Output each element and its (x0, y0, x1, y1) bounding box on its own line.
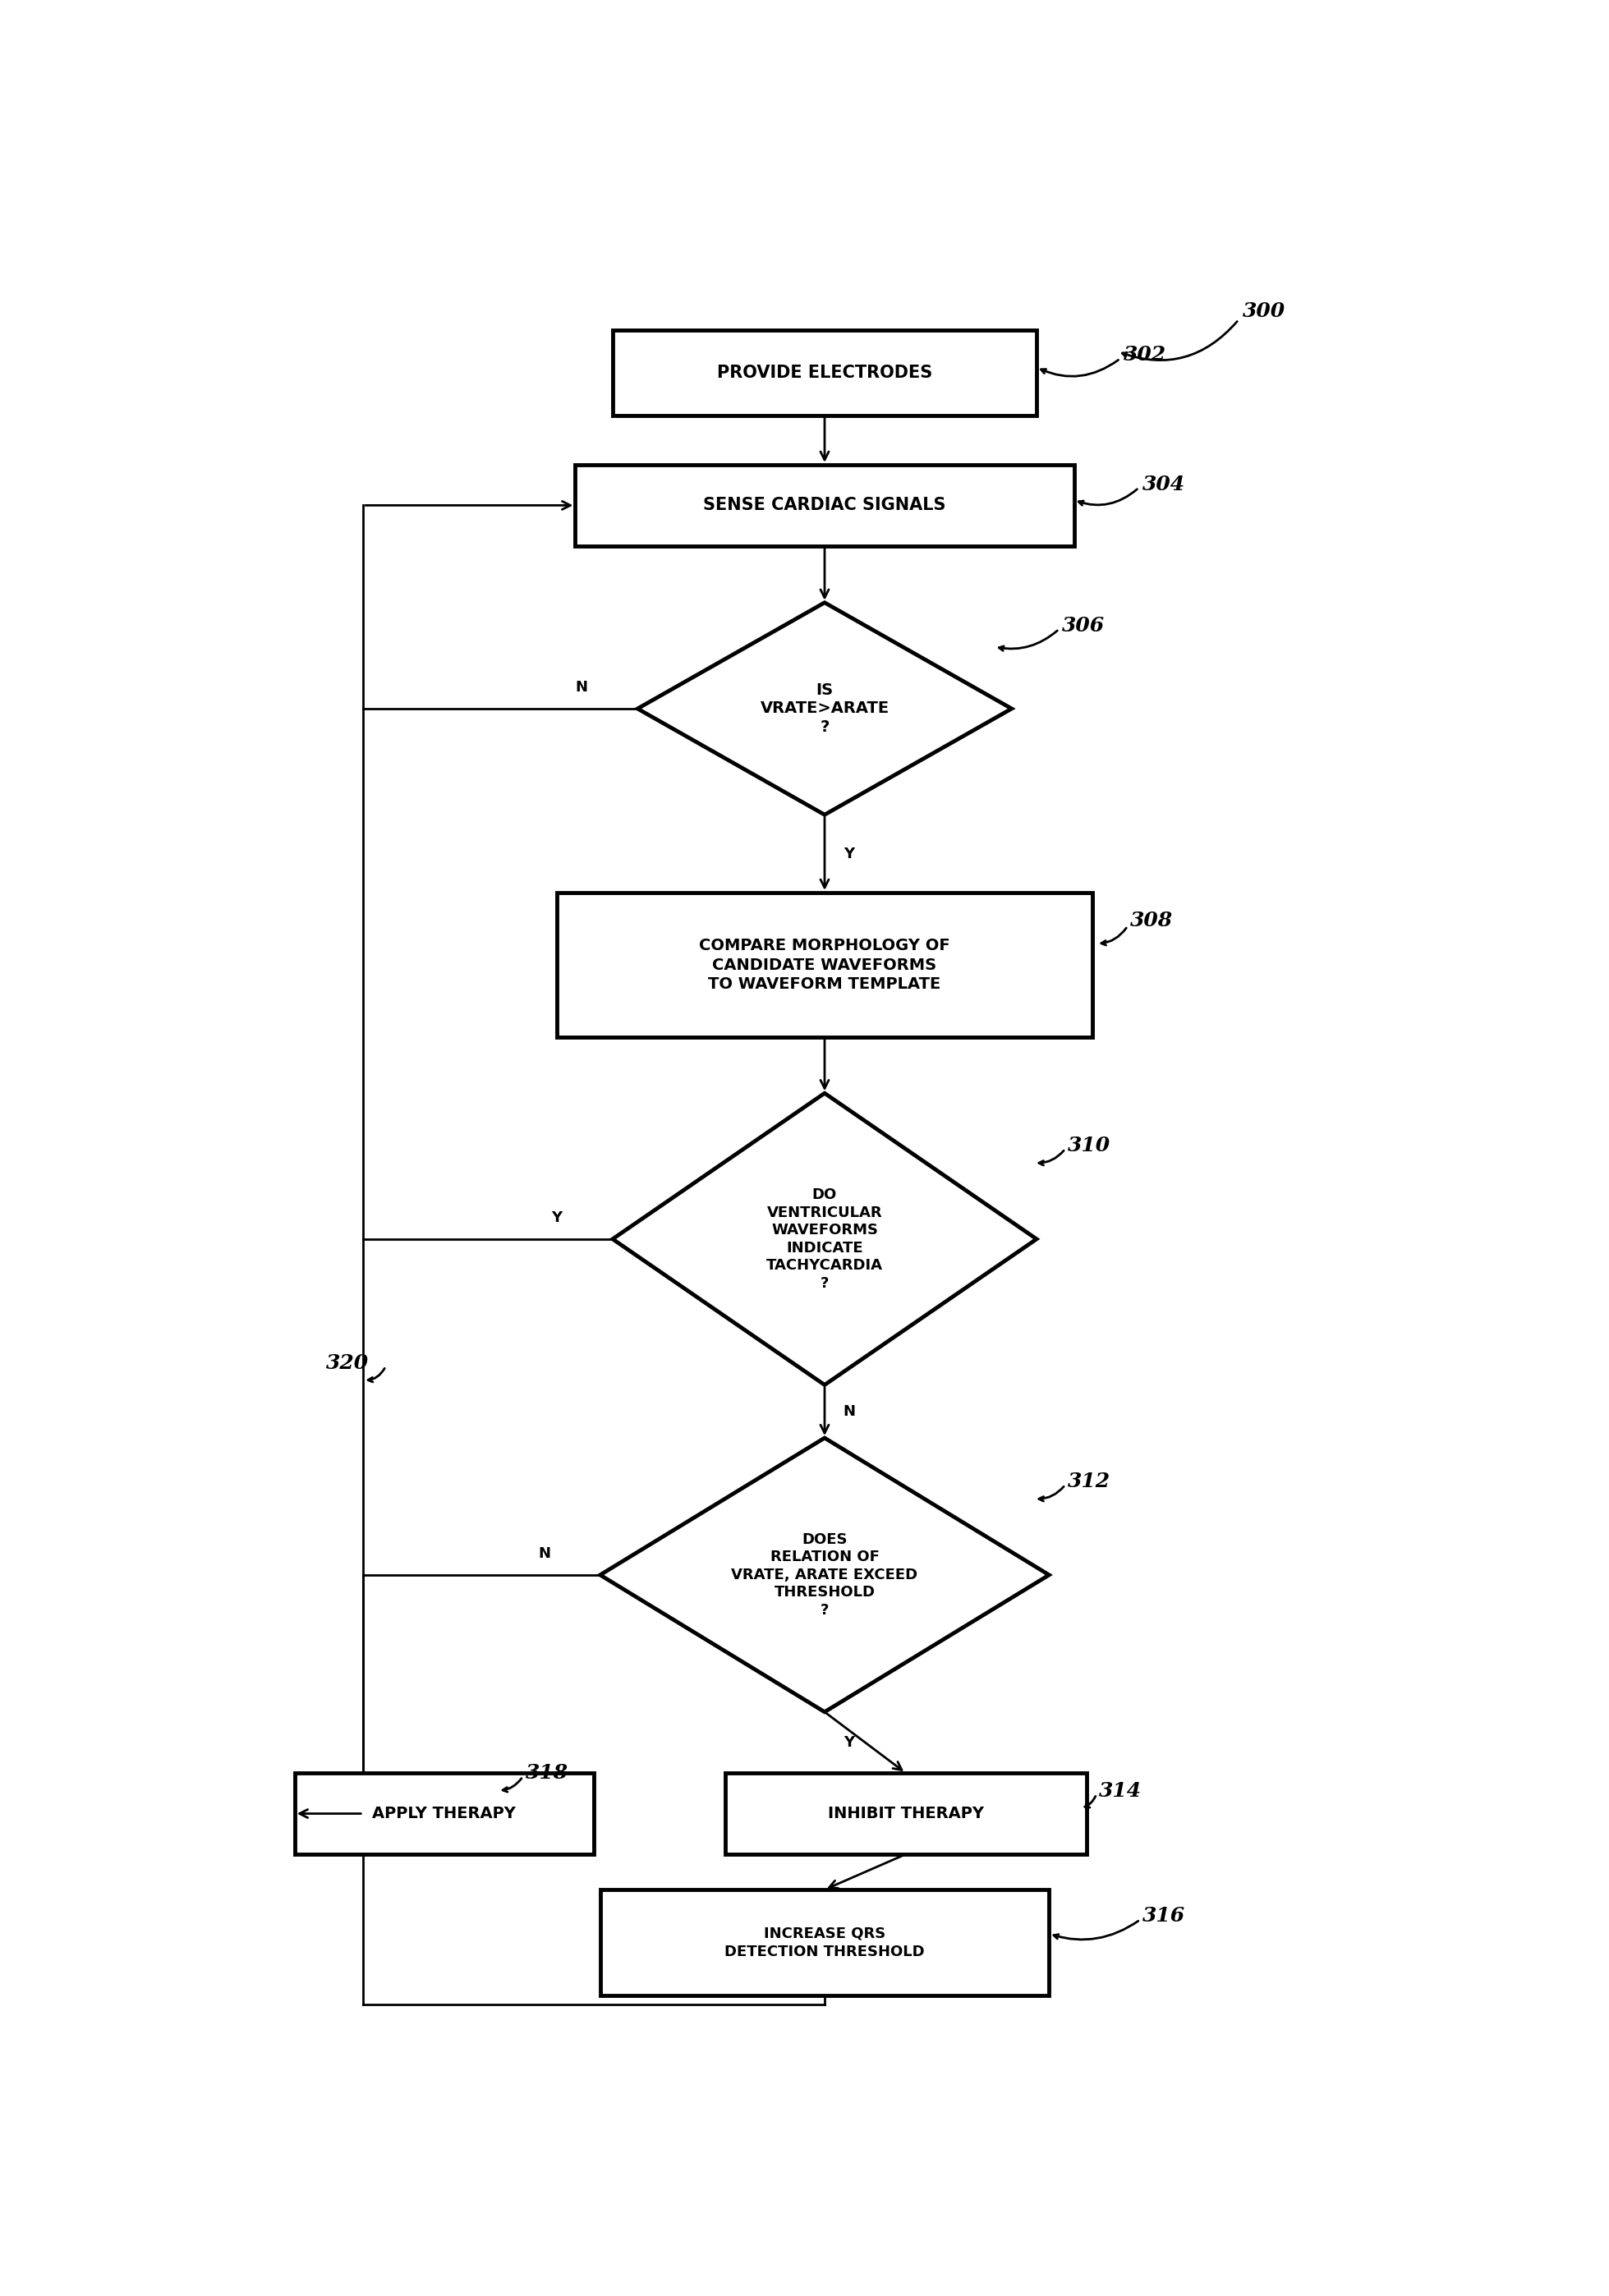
Text: Y: Y (843, 1736, 854, 1750)
Text: N: N (843, 1405, 856, 1419)
Text: 306: 306 (1062, 615, 1104, 636)
FancyBboxPatch shape (613, 331, 1036, 416)
Text: 312: 312 (1068, 1472, 1110, 1490)
Text: PROVIDE ELECTRODES: PROVIDE ELECTRODES (718, 365, 932, 381)
Text: IS
VRATE>ARATE
?: IS VRATE>ARATE ? (759, 682, 890, 735)
Polygon shape (600, 1437, 1049, 1713)
Text: Y: Y (843, 847, 854, 861)
Text: 304: 304 (1142, 475, 1186, 494)
Text: 314: 314 (1099, 1782, 1142, 1800)
Text: INCREASE QRS
DETECTION THRESHOLD: INCREASE QRS DETECTION THRESHOLD (724, 1926, 925, 1958)
FancyBboxPatch shape (576, 464, 1075, 546)
Text: Y: Y (552, 1210, 562, 1226)
Text: SENSE CARDIAC SIGNALS: SENSE CARDIAC SIGNALS (703, 498, 946, 514)
Text: N: N (576, 680, 587, 696)
Text: 318: 318 (525, 1763, 568, 1782)
Text: APPLY THERAPY: APPLY THERAPY (372, 1807, 516, 1821)
Text: 302: 302 (1123, 344, 1167, 365)
Text: N: N (537, 1545, 550, 1561)
FancyBboxPatch shape (557, 893, 1093, 1038)
Text: INHIBIT THERAPY: INHIBIT THERAPY (827, 1807, 983, 1821)
FancyBboxPatch shape (294, 1773, 594, 1855)
Text: DO
VENTRICULAR
WAVEFORMS
INDICATE
TACHYCARDIA
?: DO VENTRICULAR WAVEFORMS INDICATE TACHYC… (766, 1187, 883, 1290)
Text: 308: 308 (1130, 912, 1173, 930)
Text: COMPARE MORPHOLOGY OF
CANDIDATE WAVEFORMS
TO WAVEFORM TEMPLATE: COMPARE MORPHOLOGY OF CANDIDATE WAVEFORM… (698, 937, 951, 992)
Text: 310: 310 (1068, 1137, 1110, 1155)
Text: 300: 300 (1242, 301, 1286, 321)
Polygon shape (613, 1093, 1036, 1384)
Text: 316: 316 (1142, 1906, 1186, 1926)
Polygon shape (637, 602, 1012, 815)
Text: DOES
RELATION OF
VRATE, ARATE EXCEED
THRESHOLD
?: DOES RELATION OF VRATE, ARATE EXCEED THR… (732, 1531, 917, 1619)
Text: 320: 320 (325, 1352, 368, 1373)
FancyBboxPatch shape (600, 1890, 1049, 1995)
FancyBboxPatch shape (724, 1773, 1086, 1855)
